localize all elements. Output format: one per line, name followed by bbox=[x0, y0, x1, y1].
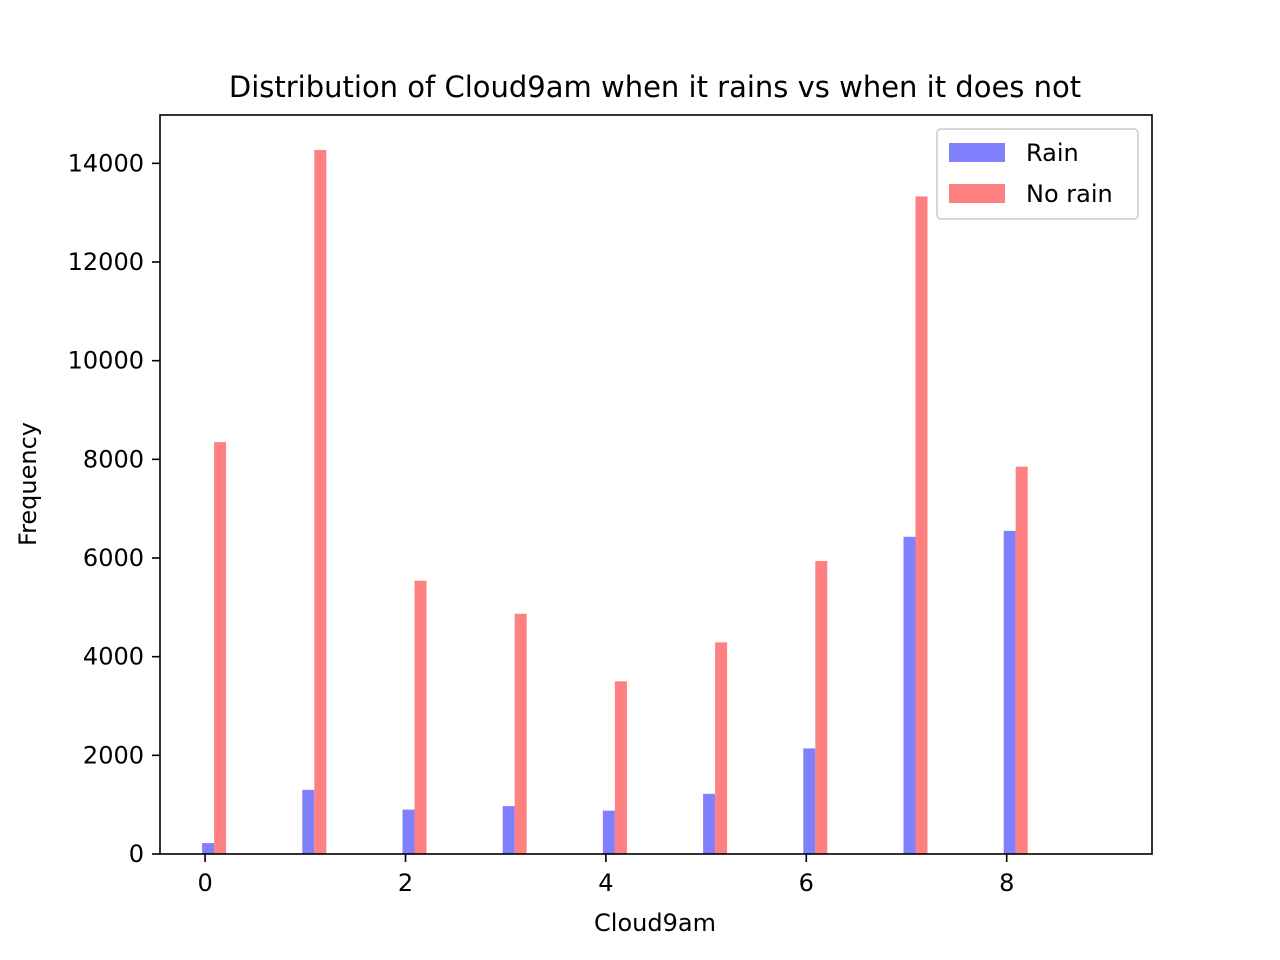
legend-swatch-rain bbox=[949, 143, 1005, 162]
bar-rain-7 bbox=[903, 536, 916, 854]
x-tick-label: 2 bbox=[398, 869, 413, 897]
bar-rain-8 bbox=[1003, 530, 1016, 854]
chart-title: Distribution of Cloud9am when it rains v… bbox=[229, 70, 1081, 104]
y-tick-label: 6000 bbox=[83, 544, 144, 572]
y-tick-label: 8000 bbox=[83, 445, 144, 473]
y-tick-label: 14000 bbox=[68, 149, 144, 177]
y-tick-label: 0 bbox=[129, 840, 144, 868]
bar-no-rain-3 bbox=[514, 613, 527, 854]
y-tick-label: 2000 bbox=[83, 741, 144, 769]
y-axis-label: Frequency bbox=[14, 422, 42, 546]
bar-rain-0 bbox=[202, 843, 215, 854]
legend-swatch-no-rain bbox=[949, 184, 1005, 203]
legend: Rain No rain bbox=[936, 128, 1139, 220]
x-tick-label: 0 bbox=[197, 869, 212, 897]
plot-frame bbox=[159, 114, 1153, 855]
bar-no-rain-0 bbox=[214, 442, 227, 854]
bar-no-rain-2 bbox=[414, 580, 427, 854]
x-axis-label: Cloud9am bbox=[594, 909, 716, 937]
bar-no-rain-7 bbox=[915, 196, 928, 854]
bar-no-rain-4 bbox=[614, 681, 627, 854]
legend-label-rain: Rain bbox=[1026, 139, 1079, 167]
x-tick-label: 6 bbox=[799, 869, 814, 897]
bar-rain-1 bbox=[302, 789, 315, 854]
bars-layer bbox=[202, 150, 1028, 854]
y-tick-label: 12000 bbox=[68, 248, 144, 276]
bar-no-rain-6 bbox=[815, 561, 828, 854]
bar-rain-4 bbox=[602, 810, 615, 854]
bar-rain-6 bbox=[803, 748, 816, 854]
bar-rain-3 bbox=[502, 806, 515, 854]
bar-rain-5 bbox=[703, 793, 716, 854]
bar-rain-2 bbox=[402, 809, 415, 854]
x-tick-label: 4 bbox=[598, 869, 613, 897]
bar-no-rain-1 bbox=[314, 150, 327, 854]
y-tick-label: 10000 bbox=[68, 347, 144, 375]
legend-label-no-rain: No rain bbox=[1026, 180, 1113, 208]
axes-layer: 0 2 4 6 8 0 2000 4000 6000 8000 10000 12000 14000 bbox=[68, 114, 1153, 897]
bar-no-rain-5 bbox=[715, 642, 728, 854]
bar-no-rain-8 bbox=[1015, 466, 1028, 854]
x-tick-label: 8 bbox=[999, 869, 1014, 897]
y-tick-label: 4000 bbox=[83, 643, 144, 671]
